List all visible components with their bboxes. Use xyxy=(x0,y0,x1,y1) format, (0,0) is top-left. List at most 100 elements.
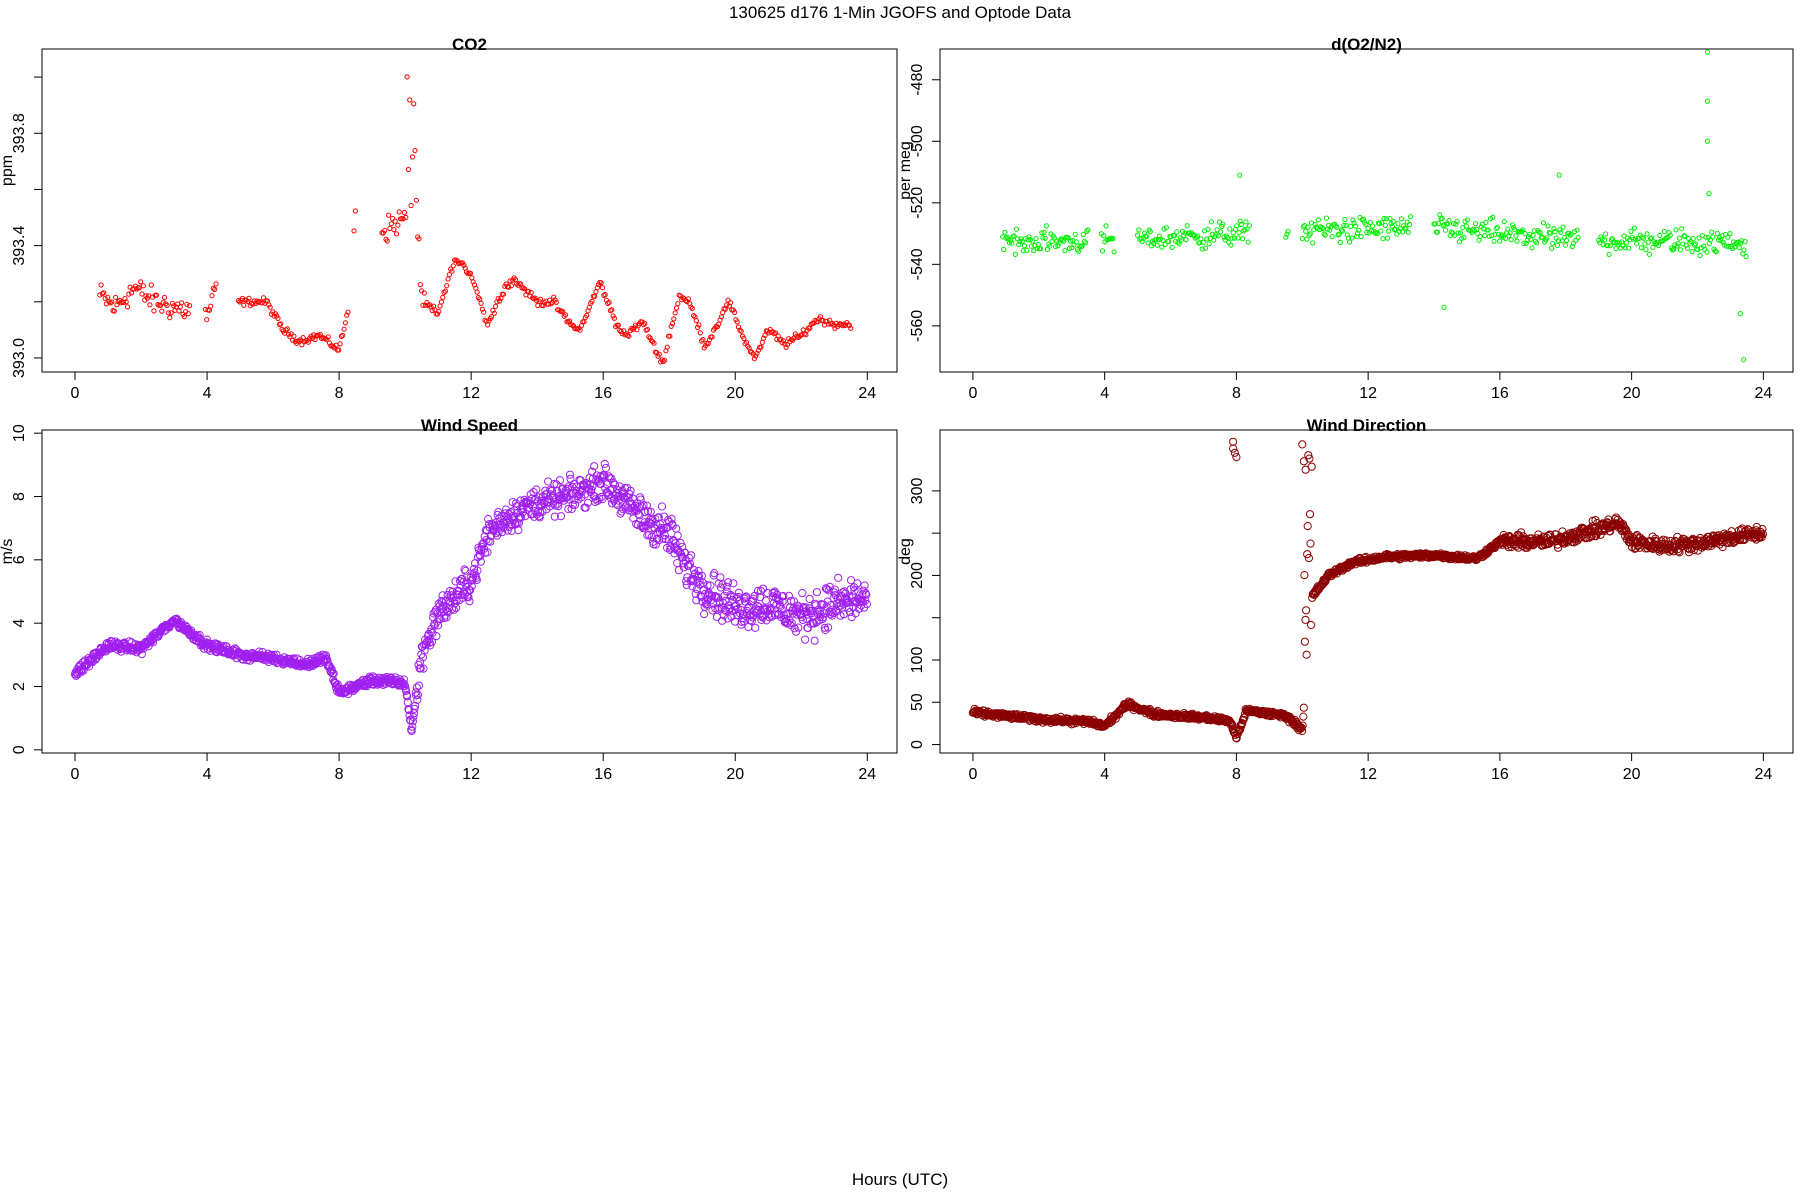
data-point xyxy=(404,74,410,80)
data-point xyxy=(747,616,756,626)
data-point xyxy=(599,285,606,291)
data-point xyxy=(610,480,620,489)
data-point xyxy=(259,300,265,306)
data-point xyxy=(486,537,495,546)
data-point xyxy=(414,681,424,690)
data-point xyxy=(1358,233,1364,240)
data-point xyxy=(340,332,346,338)
data-point xyxy=(724,578,733,587)
data-point xyxy=(402,686,411,695)
data-point xyxy=(440,294,446,300)
data-point xyxy=(1739,238,1745,244)
data-point xyxy=(836,601,846,610)
data-point xyxy=(1482,233,1488,239)
data-point xyxy=(1461,234,1467,241)
data-point xyxy=(1346,239,1353,245)
data-point xyxy=(740,594,749,603)
data-point xyxy=(846,322,853,328)
data-point xyxy=(1110,236,1116,242)
data-point xyxy=(1505,226,1511,232)
data-point xyxy=(345,309,351,315)
data-point xyxy=(1239,236,1246,242)
data-point xyxy=(344,312,350,318)
data-point xyxy=(1641,235,1647,241)
data-point xyxy=(1055,243,1061,249)
y-tick-label: 0 xyxy=(11,745,28,754)
data-point xyxy=(563,312,569,318)
data-point xyxy=(1298,726,1307,736)
data-point xyxy=(1445,221,1451,227)
x-tick-label: 12 xyxy=(1359,385,1377,402)
data-point xyxy=(1544,235,1550,241)
data-point xyxy=(483,548,492,557)
data-point xyxy=(136,285,142,291)
data-point xyxy=(1348,223,1354,230)
data-point xyxy=(159,627,168,636)
data-point xyxy=(742,341,748,347)
x-tick-label: 0 xyxy=(968,766,977,783)
data-point xyxy=(1101,233,1107,239)
data-point xyxy=(1558,229,1564,235)
data-point xyxy=(1679,226,1685,232)
data-point xyxy=(167,315,173,321)
data-point xyxy=(208,303,214,309)
data-point xyxy=(686,559,695,569)
data-point xyxy=(1367,219,1373,226)
data-point xyxy=(1600,242,1606,248)
data-point xyxy=(160,300,166,306)
x-tick-label: 0 xyxy=(71,766,80,783)
data-point xyxy=(460,260,466,266)
data-point xyxy=(689,565,699,575)
x-tick-label: 12 xyxy=(1359,766,1377,783)
data-point xyxy=(723,614,732,623)
data-point xyxy=(1463,223,1469,229)
data-point xyxy=(753,353,759,359)
data-point xyxy=(584,312,590,319)
data-point xyxy=(1492,231,1498,237)
y-tick-label: -520 xyxy=(909,187,926,219)
data-point xyxy=(1442,227,1449,233)
data-point xyxy=(607,474,616,483)
data-point xyxy=(570,323,577,329)
data-point xyxy=(1016,242,1022,248)
data-point xyxy=(409,154,415,160)
data-point xyxy=(1299,712,1308,721)
data-point xyxy=(664,535,673,544)
data-point xyxy=(853,579,862,588)
data-point xyxy=(1630,236,1636,242)
data-point xyxy=(1405,229,1411,235)
data-point xyxy=(1025,237,1031,243)
data-point xyxy=(684,561,694,571)
data-point xyxy=(401,209,408,216)
y-axis-label: ppm xyxy=(0,155,16,186)
data-point xyxy=(450,263,456,269)
data-point xyxy=(336,347,342,353)
data-point xyxy=(1356,227,1362,233)
data-point xyxy=(1403,225,1409,231)
data-point xyxy=(491,310,497,316)
data-point xyxy=(472,575,481,585)
data-point xyxy=(862,600,872,609)
data-point xyxy=(859,586,868,595)
data-point xyxy=(758,344,764,350)
data-point xyxy=(400,216,406,222)
data-point xyxy=(496,298,503,304)
data-point xyxy=(213,281,219,287)
panel-o2: d(O2/N2) 0 4 8 12 16 20 24 -560 -540 -520 -500 -480 p… xyxy=(897,35,1794,402)
data-point xyxy=(560,309,566,315)
data-point xyxy=(209,293,215,299)
x-tick-label: 24 xyxy=(858,385,876,402)
panel-co2: CO2 0 4 8 12 16 20 24 393.0 393.4 393.8 ppm xyxy=(0,35,898,402)
data-point xyxy=(746,611,755,620)
data-point xyxy=(1079,243,1085,249)
data-point xyxy=(1741,357,1747,363)
data-point xyxy=(732,309,738,315)
data-point xyxy=(728,606,737,616)
data-point xyxy=(1547,230,1554,236)
data-point xyxy=(151,308,157,314)
data-point xyxy=(1243,219,1249,225)
data-point xyxy=(709,334,715,340)
x-tick-label: 0 xyxy=(968,385,977,402)
data-point xyxy=(271,313,277,319)
data-point xyxy=(1528,237,1534,243)
